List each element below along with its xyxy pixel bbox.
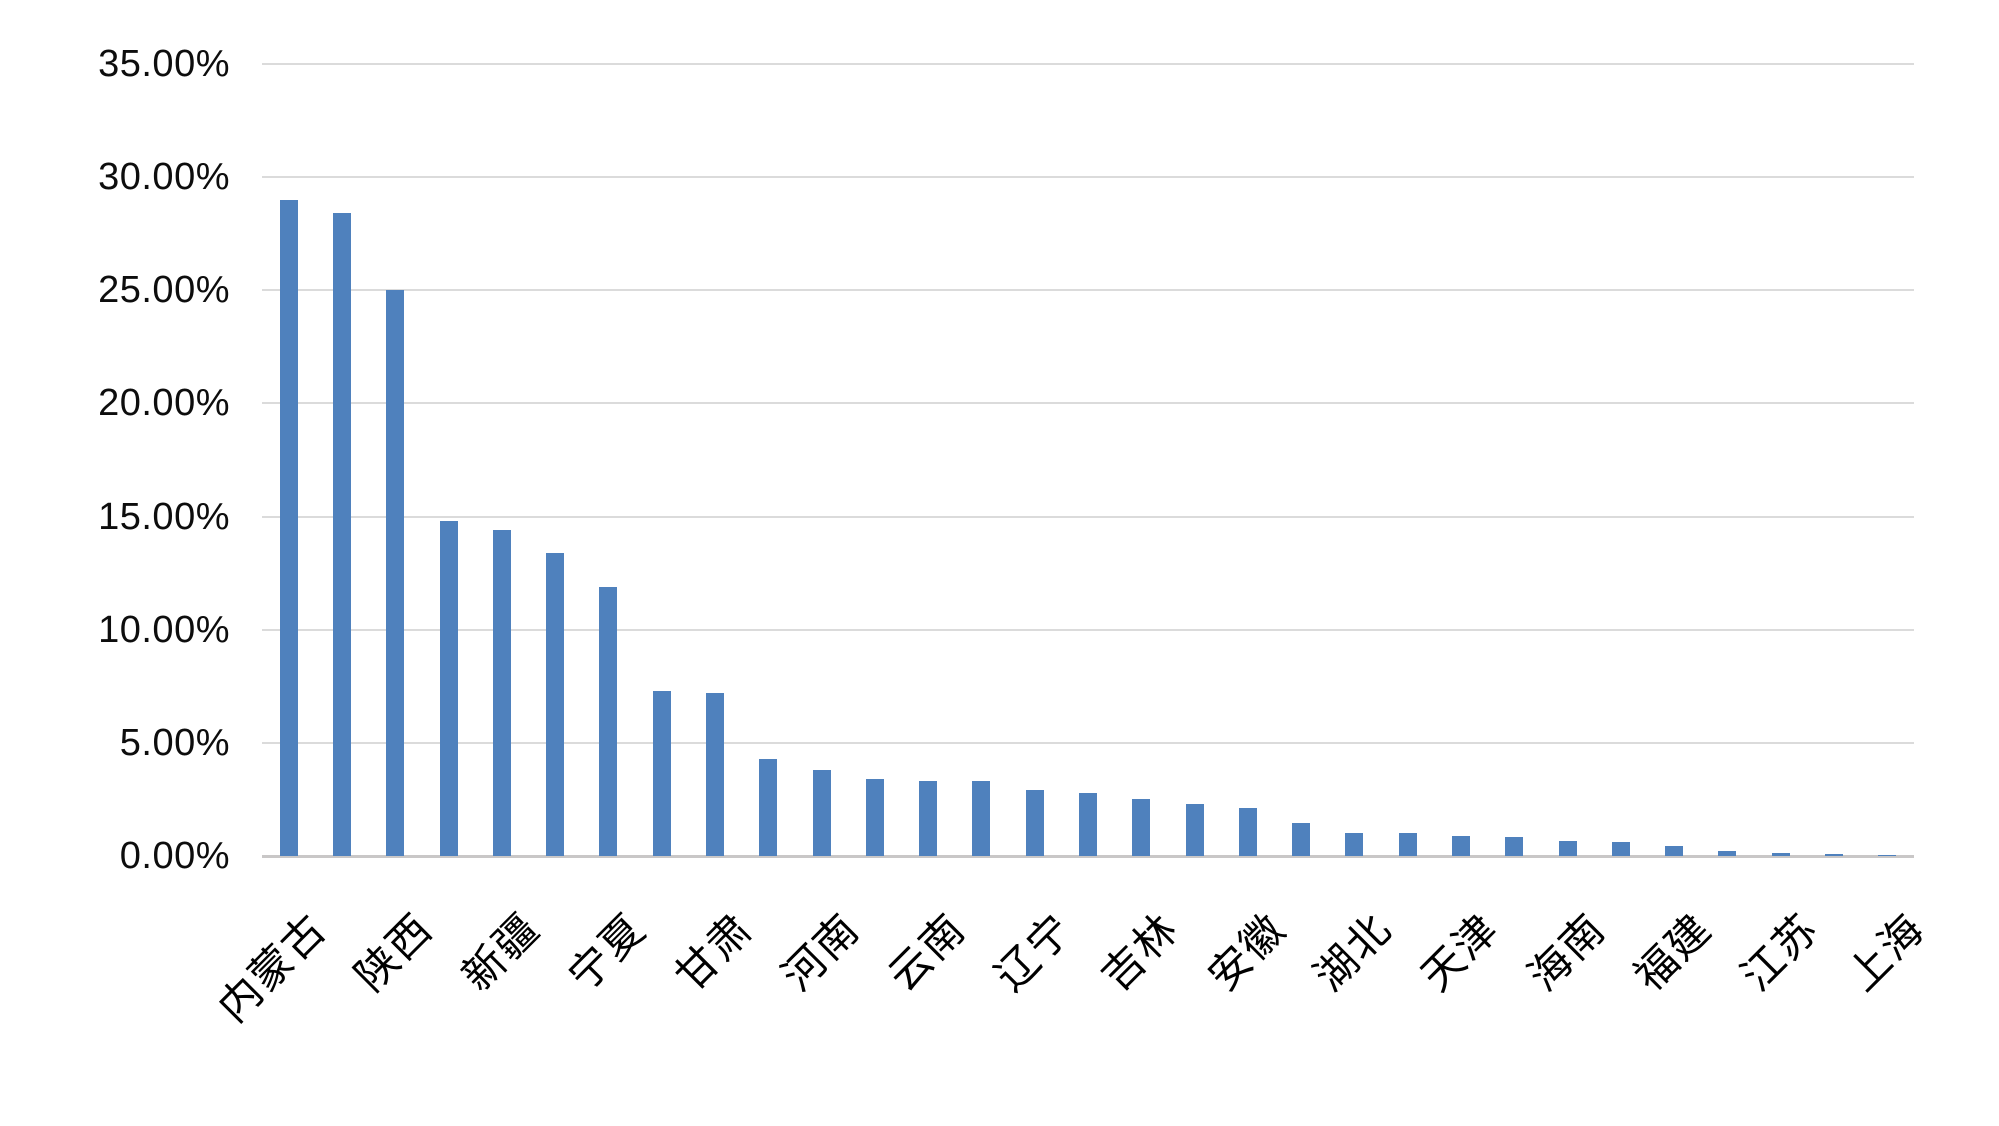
x-tick-label: 天津: [1411, 903, 1509, 1001]
y-tick-label: 15.00%: [98, 495, 230, 538]
gridline: [262, 741, 1914, 744]
gridline: [262, 628, 1914, 631]
x-tick-label: 新疆: [452, 903, 550, 1001]
gridline: [262, 63, 1914, 65]
y-tick-label: 5.00%: [119, 721, 230, 764]
bar: [386, 290, 405, 856]
gridline: [262, 176, 1914, 179]
bar: [332, 213, 351, 856]
gridline: [262, 515, 1914, 518]
bar: [279, 200, 298, 856]
y-tick-label: 25.00%: [98, 269, 230, 312]
bar: [972, 781, 991, 856]
x-tick-label: 福建: [1624, 903, 1722, 1001]
x-tick-label: 上海: [1837, 903, 1935, 1001]
bar: [1718, 851, 1737, 856]
bar: [1771, 853, 1790, 856]
bar: [492, 530, 511, 856]
x-tick-label: 湖北: [1304, 903, 1402, 1001]
y-tick-label: 10.00%: [98, 608, 230, 651]
x-tick-label: 吉林: [1091, 903, 1189, 1001]
bar: [1505, 837, 1524, 856]
bar: [546, 553, 565, 856]
bar: [439, 521, 458, 856]
y-tick-label: 35.00%: [98, 43, 230, 85]
bar: [1185, 804, 1204, 856]
y-tick-label: 20.00%: [98, 382, 230, 425]
bar: [919, 781, 938, 856]
bar: [705, 693, 724, 856]
bar: [1665, 846, 1684, 856]
bar: [599, 587, 618, 856]
bar: [1025, 790, 1044, 856]
x-tick-label: 海南: [1517, 903, 1615, 1001]
x-axis-line: [262, 855, 1914, 858]
bar: [1398, 833, 1417, 856]
bar: [1292, 823, 1311, 856]
x-tick-label: 甘肃: [665, 903, 763, 1001]
y-tick-label: 30.00%: [98, 156, 230, 199]
bar: [1452, 836, 1471, 856]
bar: [1558, 841, 1577, 856]
plot-area: [262, 63, 1914, 858]
x-tick-label: 云南: [878, 903, 976, 1001]
x-tick-label: 河南: [771, 903, 869, 1001]
bar: [652, 691, 671, 856]
bar: [1345, 833, 1364, 856]
bar: [865, 779, 884, 856]
bar: [812, 770, 831, 856]
bar: [1238, 808, 1257, 856]
gridline: [262, 402, 1914, 405]
gridline: [262, 289, 1914, 292]
bar: [1878, 855, 1897, 856]
x-tick-label: 宁夏: [558, 903, 656, 1001]
x-tick-label: 辽宁: [985, 903, 1082, 1001]
x-tick-label: 江苏: [1731, 903, 1829, 1001]
bar: [1079, 793, 1097, 856]
bar: [759, 759, 778, 856]
bar: [1825, 854, 1844, 856]
bar: [1132, 799, 1151, 856]
bar: [1611, 842, 1630, 856]
x-tick-label: 陕西: [345, 903, 443, 1001]
x-tick-label: 安徽: [1198, 903, 1296, 1001]
x-tick-label: 内蒙古: [207, 903, 336, 1032]
y-tick-label: 0.00%: [119, 835, 230, 877]
